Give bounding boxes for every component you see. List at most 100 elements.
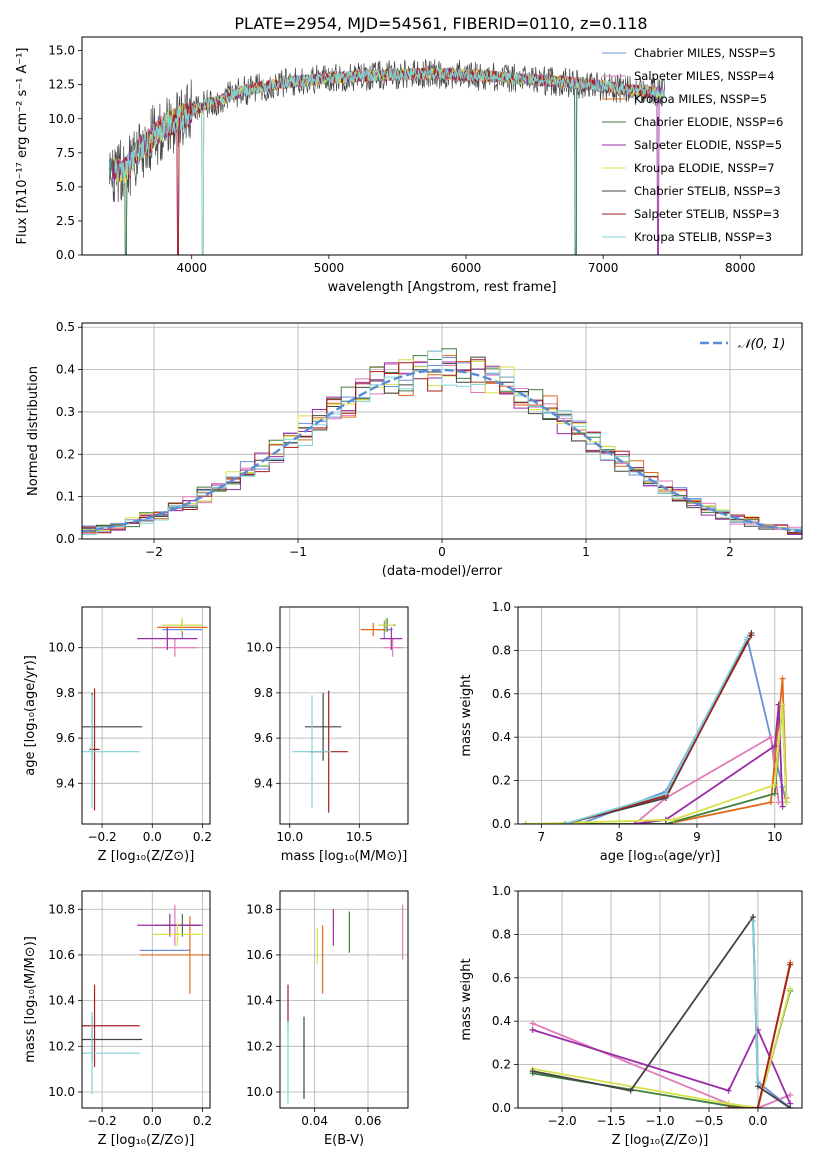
weight-marker-salpeter-elodie bbox=[779, 803, 786, 810]
weight-marker-kroupa-stelib bbox=[561, 821, 568, 824]
y-tick-label: 0.0 bbox=[56, 532, 75, 546]
y-tick-label: 9.8 bbox=[56, 686, 75, 700]
x-tick-label: 8 bbox=[615, 830, 623, 844]
weight-marker-chabrier-elodie bbox=[771, 790, 778, 797]
y-tick-label: 0.0 bbox=[56, 248, 75, 262]
y-tick-label: 0.0 bbox=[492, 817, 511, 831]
y-tick-label: 0.3 bbox=[56, 405, 75, 419]
y-tick-label: 10.4 bbox=[48, 994, 75, 1008]
y-tick-label: 9.6 bbox=[56, 731, 75, 745]
plot-area-residuals bbox=[82, 323, 802, 539]
legend-label: Chabrier STELIB, NSSP=3 bbox=[634, 184, 781, 198]
y-tick-label: 0.2 bbox=[56, 447, 75, 461]
x-tick-label: 0.04 bbox=[301, 1114, 328, 1128]
y-tick-label: 0.5 bbox=[56, 320, 75, 334]
weight-marker-kroupa-stelib bbox=[754, 1078, 761, 1085]
y-tick-label: 9.4 bbox=[254, 776, 273, 790]
x-tick-label: 10 bbox=[767, 830, 782, 844]
normal-curve bbox=[82, 368, 802, 533]
x-axis-label: E(B-V) bbox=[324, 1133, 364, 1148]
weight-marker-chabrier-stelib bbox=[627, 1087, 634, 1094]
weight-marker-salpeter-elodie bbox=[529, 1026, 536, 1033]
y-tick-label: 15.0 bbox=[48, 44, 75, 58]
y-axis-label: age [log₁₀(age/yr)] bbox=[23, 655, 38, 776]
weight-marker-kroupa-elodie bbox=[779, 701, 786, 708]
weight-marker-salpeter-stelib bbox=[748, 632, 755, 639]
spectrum-line-salpeter-elodie bbox=[111, 66, 665, 255]
y-tick-label: 0.2 bbox=[492, 774, 511, 788]
x-tick-label: 0.0 bbox=[143, 1114, 162, 1128]
y-tick-label: 10.2 bbox=[246, 1039, 273, 1053]
plot-area-mass-ebv bbox=[280, 891, 408, 1108]
x-tick-label: 10.5 bbox=[346, 830, 373, 844]
panel-age-Z: −0.2 0.0 0.2 9.4 9.6 9.8 10.0 Z [log₁₀(Z/Z⊙)] ag… bbox=[23, 606, 212, 864]
spectrum-line-salpeter-stelib bbox=[112, 66, 653, 255]
spectrum-line-chabrier-miles bbox=[109, 67, 665, 255]
x-tick-label: 9 bbox=[693, 830, 701, 844]
y-tick-label: 10.0 bbox=[48, 641, 75, 655]
weight-marker-kroupa-miles bbox=[767, 799, 774, 806]
y-tick-label: 5.0 bbox=[56, 180, 75, 194]
y-tick-label: 2.5 bbox=[56, 214, 75, 228]
spectrum-line-kroupa-stelib bbox=[114, 67, 665, 255]
y-tick-label: 0.0 bbox=[492, 1101, 511, 1115]
x-tick-label: 7 bbox=[538, 830, 546, 844]
x-tick-label: 2 bbox=[726, 545, 734, 559]
x-tick-label: −0.5 bbox=[694, 1114, 723, 1128]
y-tick-label: 12.5 bbox=[48, 78, 75, 92]
y-tick-label: 10.8 bbox=[246, 902, 273, 916]
y-tick-label: 0.6 bbox=[492, 971, 511, 985]
weight-marker-salpeter-stelib bbox=[754, 1105, 761, 1108]
y-tick-label: 10.0 bbox=[246, 641, 273, 655]
x-tick-label: −2.0 bbox=[547, 1114, 576, 1128]
y-tick-label: 10.4 bbox=[246, 994, 273, 1008]
axes-frame bbox=[81, 606, 211, 825]
y-tick-label: 7.5 bbox=[56, 146, 75, 160]
panel-weight-age: 7 8 9 10 0.0 0.2 0.4 0.6 0.8 1.0 age [log₁₀(age/yr… bbox=[459, 600, 803, 864]
spectrum-line-salpeter-miles bbox=[111, 67, 665, 255]
x-tick-label: 0.2 bbox=[193, 830, 212, 844]
weight-marker-salpeter-miles bbox=[775, 799, 782, 806]
weight-marker-salpeter-elodie bbox=[725, 1087, 732, 1094]
legend-label: Chabrier MILES, NSSP=5 bbox=[634, 46, 776, 60]
y-tick-label: 0.1 bbox=[56, 490, 75, 504]
plot-area-weight-Z bbox=[518, 891, 802, 1108]
x-tick-label: −0.2 bbox=[88, 830, 117, 844]
x-tick-label: 5000 bbox=[314, 261, 345, 275]
y-tick-label: 0.8 bbox=[492, 643, 511, 657]
weight-marker-salpeter-stelib bbox=[787, 961, 794, 968]
weight-line-salpeter-stelib bbox=[728, 964, 792, 1108]
figure-title: PLATE=2954, MJD=54561, FIBERID=0110, z=0… bbox=[234, 14, 647, 33]
weight-marker-salpeter-stelib bbox=[725, 1105, 732, 1108]
plot-area-weight-age bbox=[518, 607, 802, 824]
x-axis-label: Z [log₁₀(Z/Z⊙)] bbox=[98, 1133, 195, 1148]
y-tick-label: 0.6 bbox=[492, 687, 511, 701]
y-tick-label: 1.0 bbox=[492, 884, 511, 898]
axes-frame bbox=[279, 606, 409, 825]
x-axis-label: (data-model)/error bbox=[382, 564, 503, 579]
y-axis-label: mass [log₁₀(M/M⊙)] bbox=[23, 936, 38, 1063]
plot-area-age-Z bbox=[82, 607, 210, 824]
y-tick-label: 10.6 bbox=[246, 948, 273, 962]
y-tick-label: 9.8 bbox=[254, 686, 273, 700]
panel-residuals: −2 −1 0 1 2 0.0 0.1 0.2 0.3 0.4 0.5 (data-model)/er… bbox=[26, 320, 803, 579]
x-axis-label: mass [log₁₀(M/M⊙)] bbox=[281, 849, 408, 864]
x-tick-label: 0.0 bbox=[748, 1114, 767, 1128]
y-axis-label: Normed distribution bbox=[26, 366, 41, 496]
legend-label: Salpeter MILES, NSSP=4 bbox=[634, 69, 775, 83]
y-tick-label: 10.8 bbox=[48, 902, 75, 916]
y-tick-label: 10.0 bbox=[48, 112, 75, 126]
weight-marker-salpeter-elodie bbox=[771, 742, 778, 749]
weight-marker-kroupa-elodie bbox=[771, 781, 778, 788]
weight-marker-salpeter-miles bbox=[767, 734, 774, 741]
y-axis-label: mass weight bbox=[459, 674, 474, 756]
x-tick-label: 6000 bbox=[451, 261, 482, 275]
x-axis-label: Z [log₁₀(Z/Z⊙)] bbox=[98, 849, 195, 864]
y-tick-label: 0.8 bbox=[492, 927, 511, 941]
weight-marker-chabrier-stelib bbox=[787, 1105, 794, 1108]
panel-spectrum: 4000 5000 6000 7000 8000 0.0 2.5 5.0 7.5 10.0 12.5… bbox=[15, 36, 803, 295]
y-tick-label: 10.6 bbox=[48, 948, 75, 962]
y-tick-label: 10.0 bbox=[246, 1085, 273, 1099]
weight-line-chabrier-elodie bbox=[532, 990, 792, 1108]
